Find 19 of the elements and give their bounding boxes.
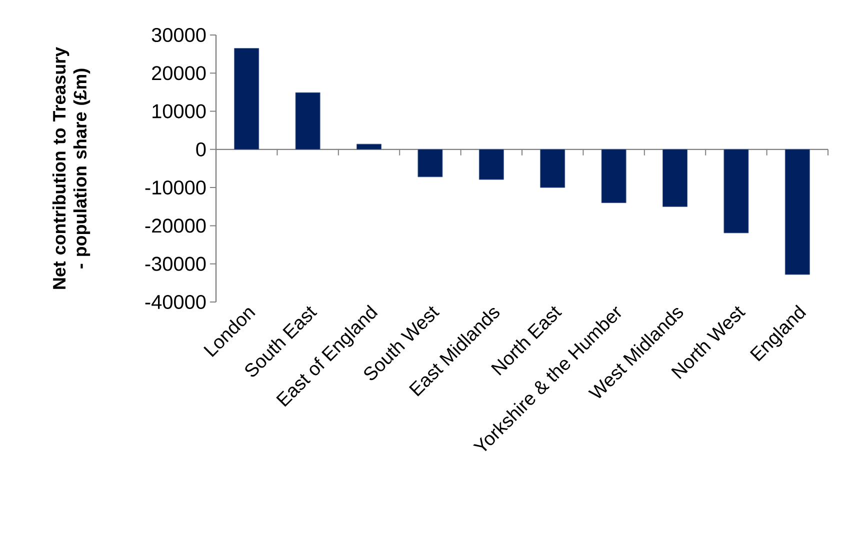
y-tick-label: 0 xyxy=(196,142,206,156)
bar xyxy=(601,149,626,204)
y-tick-label: 10000 xyxy=(152,104,206,118)
y-tick-label: 20000 xyxy=(152,66,206,80)
bar xyxy=(356,144,382,150)
bar xyxy=(295,92,320,150)
y-tick-label: -40000 xyxy=(145,294,206,310)
y-tick-label: -30000 xyxy=(145,256,206,271)
bar xyxy=(478,149,504,180)
bar xyxy=(662,149,688,207)
bar xyxy=(234,48,260,150)
y-axis-title: Net contribution to Treasury - population share (£m) xyxy=(52,47,90,289)
bar xyxy=(540,149,566,188)
bar xyxy=(418,149,443,178)
bar xyxy=(784,149,810,275)
y-tick-label: 30000 xyxy=(152,28,206,42)
y-tick-label: -20000 xyxy=(145,218,206,233)
y-tick-label: -10000 xyxy=(145,180,206,195)
bar xyxy=(724,149,749,234)
